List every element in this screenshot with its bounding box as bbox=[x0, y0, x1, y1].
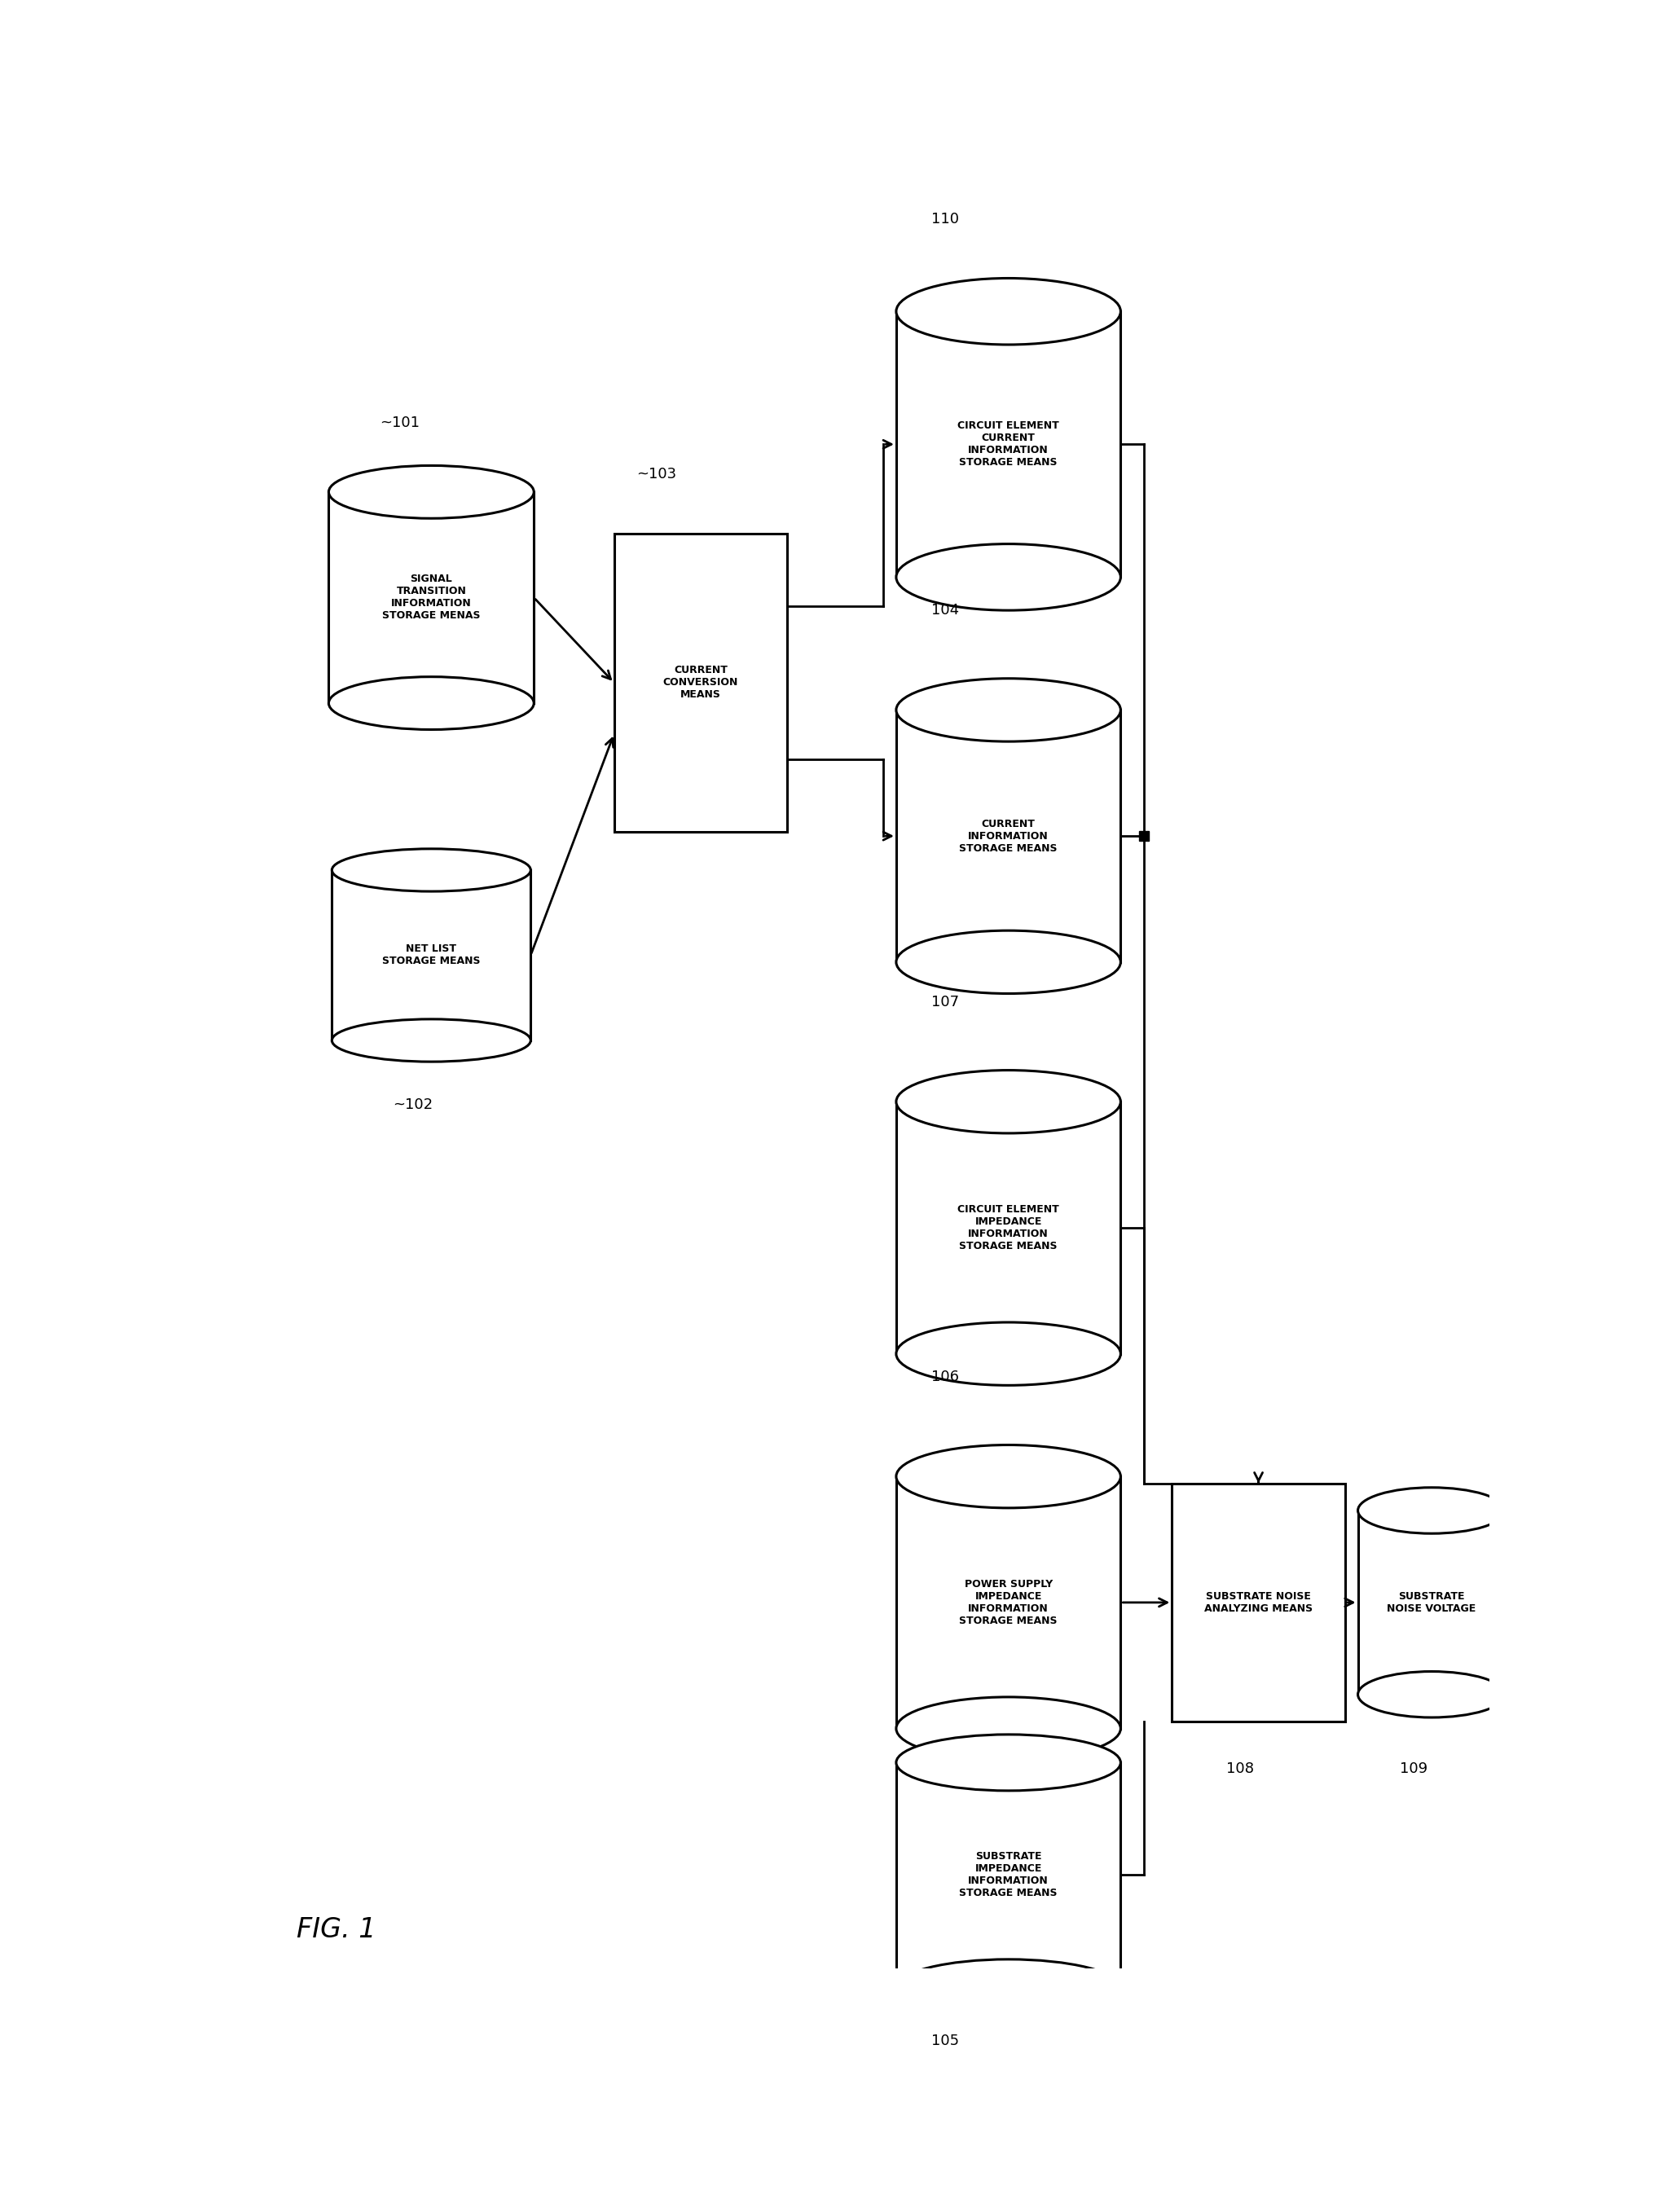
Text: NET LIST
STORAGE MEANS: NET LIST STORAGE MEANS bbox=[382, 945, 480, 967]
Text: 105: 105 bbox=[931, 2033, 959, 2048]
Text: 107: 107 bbox=[931, 995, 959, 1009]
Ellipse shape bbox=[1358, 1486, 1505, 1533]
Text: CIRCUIT ELEMENT
IMPEDANCE
INFORMATION
STORAGE MEANS: CIRCUIT ELEMENT IMPEDANCE INFORMATION ST… bbox=[958, 1203, 1059, 1252]
Text: 104: 104 bbox=[931, 604, 959, 617]
Text: 109: 109 bbox=[1399, 1761, 1427, 1776]
Ellipse shape bbox=[896, 544, 1120, 611]
Text: SIGNAL
TRANSITION
INFORMATION
STORAGE MENAS: SIGNAL TRANSITION INFORMATION STORAGE ME… bbox=[382, 573, 480, 622]
Ellipse shape bbox=[332, 849, 531, 891]
Bar bbox=[896, 1102, 1120, 1354]
Text: ~101: ~101 bbox=[380, 416, 420, 431]
Ellipse shape bbox=[1358, 1672, 1505, 1717]
Ellipse shape bbox=[896, 279, 1120, 345]
Text: CURRENT
CONVERSION
MEANS: CURRENT CONVERSION MEANS bbox=[663, 666, 738, 701]
Text: ~102: ~102 bbox=[392, 1097, 433, 1113]
Bar bbox=[896, 710, 1120, 962]
Ellipse shape bbox=[329, 465, 534, 518]
Text: CIRCUIT ELEMENT
CURRENT
INFORMATION
STORAGE MEANS: CIRCUIT ELEMENT CURRENT INFORMATION STOR… bbox=[958, 420, 1059, 469]
Bar bbox=[896, 312, 1120, 577]
Bar bbox=[896, 1763, 1120, 1986]
Bar bbox=[896, 1475, 1120, 1728]
Ellipse shape bbox=[896, 679, 1120, 741]
Bar bbox=[332, 869, 531, 1040]
Ellipse shape bbox=[896, 1960, 1120, 2015]
Text: CURRENT
INFORMATION
STORAGE MEANS: CURRENT INFORMATION STORAGE MEANS bbox=[959, 818, 1057, 854]
Ellipse shape bbox=[896, 931, 1120, 993]
Text: POWER SUPPLY
IMPEDANCE
INFORMATION
STORAGE MEANS: POWER SUPPLY IMPEDANCE INFORMATION STORA… bbox=[959, 1579, 1057, 1626]
Ellipse shape bbox=[896, 1071, 1120, 1133]
Text: SUBSTRATE NOISE
ANALYZING MEANS: SUBSTRATE NOISE ANALYZING MEANS bbox=[1204, 1590, 1312, 1615]
Bar bbox=[614, 533, 787, 832]
Ellipse shape bbox=[896, 1323, 1120, 1385]
Text: FIG. 1: FIG. 1 bbox=[296, 1916, 375, 1942]
Bar bbox=[1171, 1484, 1345, 1721]
Text: ~103: ~103 bbox=[637, 467, 676, 482]
Ellipse shape bbox=[896, 1734, 1120, 1792]
Ellipse shape bbox=[896, 1444, 1120, 1509]
Ellipse shape bbox=[896, 1697, 1120, 1761]
Bar bbox=[1358, 1511, 1505, 1694]
Text: SUBSTRATE
IMPEDANCE
INFORMATION
STORAGE MEANS: SUBSTRATE IMPEDANCE INFORMATION STORAGE … bbox=[959, 1851, 1057, 1898]
Bar bbox=[329, 491, 534, 703]
Text: 108: 108 bbox=[1226, 1761, 1254, 1776]
Text: 106: 106 bbox=[931, 1369, 959, 1385]
Text: SUBSTRATE
NOISE VOLTAGE: SUBSTRATE NOISE VOLTAGE bbox=[1386, 1590, 1475, 1615]
Text: 110: 110 bbox=[931, 212, 959, 226]
Ellipse shape bbox=[332, 1020, 531, 1062]
Ellipse shape bbox=[329, 677, 534, 730]
